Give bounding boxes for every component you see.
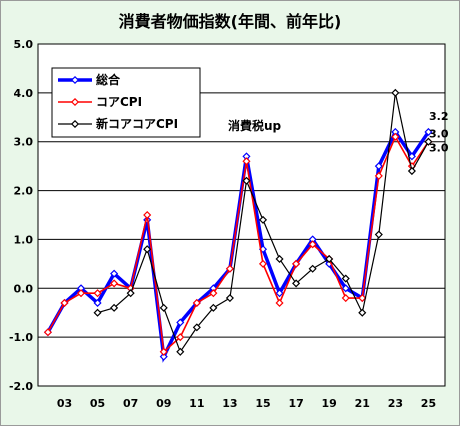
- data-point: [110, 279, 119, 288]
- data-point: [176, 333, 185, 342]
- data-point: [391, 88, 400, 97]
- legend-label: 総合: [96, 72, 121, 87]
- data-point: [110, 303, 119, 312]
- y-tick-label: 2.0: [14, 185, 34, 198]
- y-tick-label: 1.0: [14, 233, 34, 246]
- data-point: [159, 347, 168, 356]
- data-point: [76, 289, 86, 298]
- data-point: [358, 294, 367, 303]
- data-point: [424, 137, 433, 146]
- data-point: [93, 298, 102, 307]
- x-tick-label: 05: [90, 397, 105, 410]
- data-point: [242, 176, 251, 185]
- data-point: [60, 298, 69, 307]
- data-point: [292, 279, 301, 288]
- x-tick-label: 21: [355, 397, 370, 410]
- data-point: [242, 157, 251, 166]
- data-point: [43, 328, 52, 337]
- y-tick-label: -1.0: [9, 331, 33, 344]
- legend-label: 新コアコアCPI: [96, 116, 178, 131]
- data-point: [308, 264, 317, 273]
- y-tick-label: 0.0: [14, 282, 34, 295]
- data-point: [258, 259, 268, 268]
- legend-label: コアCPI: [96, 95, 142, 109]
- x-tick-label: 17: [288, 397, 303, 410]
- legend-marker: [70, 75, 80, 85]
- data-point: [325, 254, 334, 264]
- data-point: [341, 274, 350, 283]
- data-point: [358, 308, 367, 317]
- chart-title: 消費者物価指数(年間、前年比): [118, 12, 342, 31]
- x-tick-label: 07: [123, 397, 138, 410]
- data-point: [275, 298, 284, 307]
- x-tick-label: 25: [421, 397, 436, 410]
- y-tick-label: 3.0: [14, 136, 34, 149]
- legend-marker: [70, 97, 80, 107]
- data-point: [209, 303, 218, 312]
- end-value-label: 3.0: [429, 128, 449, 141]
- data-point: [407, 152, 416, 161]
- data-point: [110, 269, 119, 278]
- data-point: [407, 166, 416, 176]
- data-point: [391, 132, 400, 141]
- data-point: [159, 352, 168, 361]
- data-point: [176, 347, 185, 356]
- x-tick-label: 15: [255, 397, 270, 410]
- y-tick-label: 5.0: [14, 38, 34, 51]
- x-tick-label: 23: [388, 397, 403, 410]
- data-point: [374, 171, 383, 180]
- data-point: [209, 289, 218, 298]
- data-point: [308, 240, 317, 249]
- data-point: [225, 294, 234, 303]
- annotation-text: 消費税up: [228, 118, 282, 133]
- legend-marker: [70, 119, 80, 129]
- x-tick-label: 11: [189, 397, 204, 410]
- data-point: [225, 264, 234, 273]
- data-point: [143, 245, 152, 254]
- data-point: [275, 289, 284, 298]
- data-point: [374, 162, 383, 171]
- data-point: [93, 308, 102, 317]
- data-point: [424, 127, 433, 136]
- series-line-2: [47, 135, 430, 354]
- data-point: [143, 210, 152, 220]
- data-point: [192, 298, 201, 307]
- data-point: [176, 318, 185, 327]
- data-point: [292, 259, 301, 268]
- data-point: [93, 289, 102, 298]
- data-point: [126, 289, 135, 298]
- end-value-label: 3.0: [429, 142, 449, 155]
- x-tick-label: 09: [156, 397, 171, 410]
- data-point: [258, 215, 268, 224]
- y-tick-label: 4.0: [14, 87, 34, 100]
- x-tick-label: 19: [322, 397, 337, 410]
- data-point: [341, 294, 350, 303]
- data-point: [159, 303, 168, 312]
- y-tick-label: -2.0: [9, 380, 33, 393]
- data-point: [341, 284, 350, 293]
- x-tick-label: 13: [222, 397, 237, 410]
- data-point: [192, 323, 201, 332]
- data-point: [275, 254, 284, 264]
- data-point: [374, 230, 383, 239]
- end-value-label: 3.2: [429, 110, 449, 123]
- x-tick-label: 03: [57, 397, 72, 410]
